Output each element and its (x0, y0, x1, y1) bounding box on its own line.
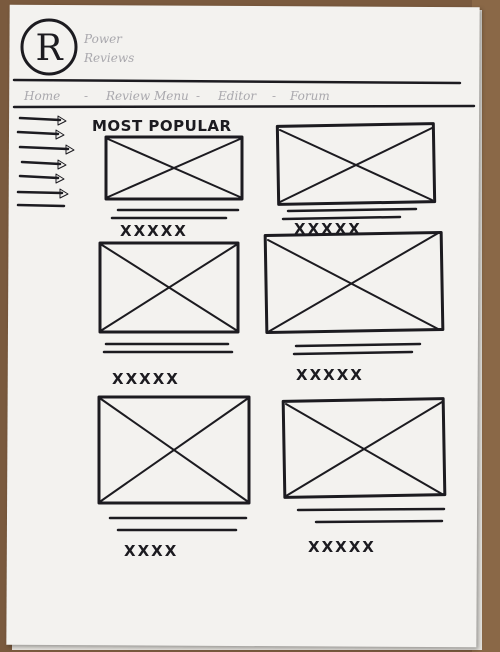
subtitle-line (292, 350, 414, 356)
title-line (296, 507, 446, 512)
sidebar-item[interactable] (20, 159, 67, 170)
nav-separator: - (84, 89, 88, 103)
header-divider-top (12, 78, 462, 85)
nav-separator: - (196, 89, 200, 103)
arrow-right-icon (59, 188, 69, 199)
image-placeholder (281, 397, 447, 499)
product-card[interactable]: XXXXX (98, 241, 240, 388)
product-card[interactable]: XXXXX (281, 397, 447, 556)
nav-bar: Home - Review Menu - Editor - Forum (23, 89, 330, 103)
nav-item-review-menu[interactable]: Review Menu (105, 89, 189, 103)
image-placeholder (97, 395, 251, 505)
arrow-right-icon (57, 159, 67, 170)
nav-item-editor[interactable]: Editor (217, 89, 257, 103)
arrow-right-icon (55, 129, 65, 140)
logo[interactable]: R (20, 18, 78, 76)
rating-stars: XXXXX (120, 222, 188, 240)
product-card[interactable]: XXXXX (275, 122, 437, 238)
sidebar-menu (16, 115, 75, 208)
logo-tagline-line2: Reviews (83, 51, 134, 65)
header-divider-bottom (12, 104, 476, 109)
image-placeholder (263, 230, 445, 335)
image-placeholder (104, 135, 244, 201)
image-placeholder (275, 122, 437, 206)
title-line (286, 207, 418, 213)
sidebar-item[interactable] (18, 173, 65, 184)
sidebar-item[interactable] (16, 188, 69, 199)
rating-stars: XXXXX (296, 366, 364, 384)
sidebar-item[interactable] (18, 115, 67, 126)
nav-item-home[interactable]: Home (23, 89, 60, 103)
logo-tagline-line1: Power (83, 32, 123, 46)
subtitle-line (281, 215, 402, 221)
arrow-right-icon (55, 173, 65, 184)
sidebar-item[interactable] (18, 144, 75, 155)
arrow-right-icon (65, 144, 75, 155)
product-card[interactable]: XXXX (97, 395, 251, 560)
nav-separator: - (272, 89, 276, 103)
logo-letter: R (35, 28, 63, 69)
product-card[interactable]: XXXXX (263, 230, 445, 384)
rating-stars: XXXX (124, 542, 178, 560)
title-line (294, 342, 422, 348)
rating-stars: XXXXX (112, 370, 180, 388)
product-card[interactable]: XXXXX (104, 135, 244, 240)
image-placeholder (98, 241, 240, 334)
nav-item-forum[interactable]: Forum (289, 89, 330, 103)
subtitle-line (314, 519, 444, 524)
sidebar-item[interactable] (16, 129, 65, 140)
arrow-right-icon (57, 115, 67, 126)
rating-stars: XXXXX (308, 538, 376, 556)
section-title: MOST POPULAR (92, 117, 232, 135)
logo-circle-icon (20, 18, 78, 76)
